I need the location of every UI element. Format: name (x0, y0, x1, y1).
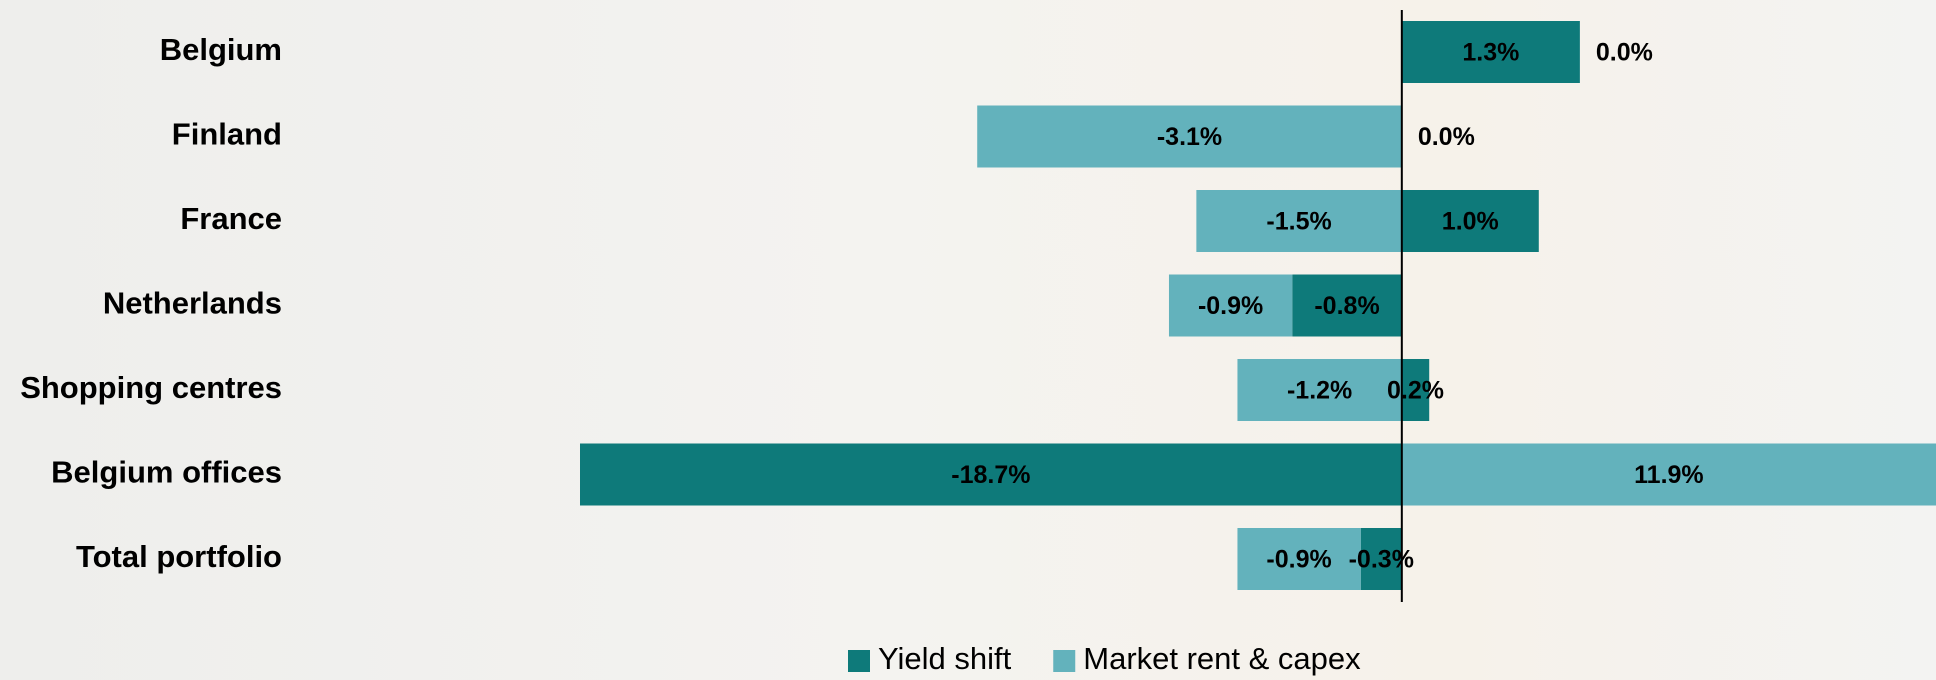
data-label: 0.2% (1387, 377, 1444, 405)
legend-swatch (1053, 650, 1075, 672)
data-label: -1.2% (1287, 377, 1352, 405)
legend-label: Market rent & capex (1083, 641, 1361, 676)
category-label: Shopping centres (20, 370, 282, 405)
data-label: -0.9% (1198, 292, 1263, 320)
category-label: Netherlands (103, 286, 282, 321)
category-label: Total portfolio (76, 539, 282, 574)
category-label: Belgium (160, 32, 282, 67)
legend-swatch (848, 650, 870, 672)
data-label: -0.3% (1349, 546, 1414, 574)
data-label: 0.0% (1418, 123, 1475, 151)
data-label: 1.0% (1442, 208, 1499, 236)
data-label: 11.9% (1634, 461, 1704, 489)
data-label: 1.3% (1462, 39, 1519, 67)
data-label: 0.0% (1596, 39, 1653, 67)
category-label: France (180, 201, 282, 236)
data-label: -18.7% (951, 461, 1030, 489)
background (0, 0, 1936, 680)
chart: Belgium 1.3% 0.0% Finland 0.0% -3.1% France 1.0… (0, 0, 1936, 680)
data-label: -0.8% (1314, 292, 1379, 320)
data-label: -3.1% (1157, 123, 1222, 151)
legend-label: Yield shift (878, 641, 1012, 676)
page: {"chart_data": {"type": "bar", "orientat… (0, 0, 1936, 680)
category-label: Finland (172, 117, 282, 152)
data-label: -0.9% (1266, 546, 1331, 574)
category-label: Belgium offices (51, 455, 282, 490)
data-label: -1.5% (1266, 208, 1331, 236)
